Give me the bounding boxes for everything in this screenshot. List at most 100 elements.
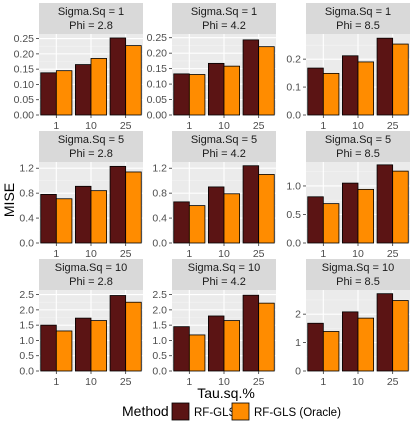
strip-background [172, 3, 276, 34]
y-tick-label: 0.8 [152, 188, 167, 200]
facet-panel: Sigma.Sq = 5 Phi = 8.5 0.0 0.5 1.0 1 10 25 [286, 131, 410, 260]
x-tick-label: 10 [85, 248, 97, 260]
bar-rf-gls [376, 37, 394, 116]
y-tick-label: 2.0 [19, 304, 34, 316]
y-tick-label: 1.0 [152, 335, 167, 347]
legend-label: RF-GLS [194, 407, 237, 419]
x-tick-label: 25 [387, 120, 399, 132]
y-tick-label: 0.05 [147, 94, 168, 106]
x-tick-label: 10 [218, 248, 230, 260]
strip-background [172, 131, 276, 162]
bar-rf-gls [109, 37, 127, 116]
y-tick-label: 0.05 [14, 94, 35, 106]
bar-rf-gls [40, 193, 57, 244]
y-tick-label: 0.25 [14, 33, 35, 45]
bar-rf-gls-oracle [188, 205, 206, 244]
facet-panel: Sigma.Sq = 10 Phi = 4.2 0.0 0.5 1.0 1.5 2.0 2.5… [152, 259, 276, 388]
bar-rf-gls [376, 293, 394, 372]
y-tick-label: 0.5 [19, 350, 34, 362]
y-tick-label: 0.4 [152, 213, 167, 225]
strip-background [39, 131, 143, 162]
bar-rf-gls [40, 324, 57, 372]
strip-background [39, 259, 143, 290]
bar-rf-gls [307, 67, 324, 116]
strip-label: Sigma.Sq = 10 [322, 262, 394, 274]
bar-rf-gls [307, 322, 324, 372]
facet-panel: Sigma.Sq = 5 Phi = 2.8 0.0 0.4 0.8 1.2 1 10 25 [19, 131, 143, 260]
bar-rf-gls [341, 182, 359, 244]
y-axis-title: MISE [1, 183, 17, 217]
y-tick-label: 0.1 [286, 82, 301, 94]
facet-panel: Sigma.Sq = 10 Phi = 2.8 0.0 0.5 1.0 1.5 2.0 2.5… [19, 259, 143, 388]
x-axis-title: Tau.sq.% [197, 385, 255, 401]
y-tick-label: 0.0 [286, 110, 301, 122]
bar-rf-gls [173, 326, 190, 372]
x-tick-label: 1 [186, 248, 192, 260]
x-tick-label: 1 [186, 120, 192, 132]
bar-rf-gls [207, 315, 225, 372]
bar-rf-gls-oracle [90, 190, 108, 244]
y-tick-label: 2.0 [152, 304, 167, 316]
y-tick-label: 0.20 [147, 48, 168, 60]
strip-label: Phi = 8.5 [336, 276, 380, 288]
legend-label: RF-GLS (Oracle) [254, 407, 341, 419]
x-tick-label: 10 [352, 248, 364, 260]
legend-key [231, 402, 250, 421]
x-tick-label: 1 [53, 248, 59, 260]
legend-key [171, 402, 190, 421]
strip-label: Phi = 4.2 [202, 276, 246, 288]
bar-rf-gls-oracle [322, 72, 340, 116]
bar-rf-gls-oracle [125, 45, 142, 116]
y-tick-label: 1.2 [152, 163, 167, 175]
strip-label: Sigma.Sq = 1 [58, 6, 124, 18]
bar-rf-gls-oracle [223, 193, 241, 244]
strip-label: Phi = 2.8 [69, 148, 113, 160]
y-tick-label: 0.20 [14, 48, 35, 60]
x-tick-label: 25 [253, 248, 265, 260]
bar-rf-gls [40, 72, 57, 116]
bar-rf-gls-oracle [125, 171, 142, 244]
y-tick-label: 1.5 [152, 320, 167, 332]
strip-label: Phi = 2.8 [69, 276, 113, 288]
y-tick-label: 0.0 [19, 238, 34, 250]
x-tick-label: 10 [85, 376, 97, 388]
bar-rf-gls-oracle [392, 170, 409, 244]
x-tick-label: 25 [253, 376, 265, 388]
y-tick-label: 0.5 [286, 209, 301, 221]
x-tick-label: 1 [320, 120, 326, 132]
bar-rf-gls [207, 62, 225, 116]
strip-label: Phi = 8.5 [336, 148, 380, 160]
x-tick-label: 1 [320, 376, 326, 388]
bar-rf-gls-oracle [392, 300, 409, 372]
bar-rf-gls-oracle [258, 174, 275, 244]
y-tick-label: 0.2 [286, 54, 301, 66]
legend: Method RF-GLS RF-GLS (Oracle) [122, 402, 341, 421]
bar-rf-gls [75, 64, 92, 116]
bar-rf-gls-oracle [258, 302, 275, 372]
y-tick-label: 0.8 [19, 188, 34, 200]
strip-background [306, 259, 410, 290]
y-tick-label: 0.0 [152, 238, 167, 250]
x-tick-label: 25 [120, 376, 132, 388]
strip-label: Sigma.Sq = 5 [191, 134, 257, 146]
x-tick-label: 1 [320, 248, 326, 260]
bar-rf-gls [75, 317, 92, 372]
x-tick-label: 25 [120, 120, 132, 132]
y-tick-label: 0.25 [147, 32, 168, 44]
bar-rf-gls-oracle [357, 61, 375, 116]
bar-rf-gls [75, 185, 92, 244]
strip-label: Phi = 4.2 [202, 20, 246, 32]
bar-rf-gls [109, 165, 127, 244]
bar-rf-gls-oracle [223, 320, 241, 372]
bar-rf-gls-oracle [55, 70, 73, 116]
x-tick-label: 25 [120, 248, 132, 260]
y-tick-label: 0.5 [152, 350, 167, 362]
strip-label: Sigma.Sq = 1 [325, 6, 391, 18]
facet-panel: Sigma.Sq = 1 Phi = 8.5 0.0 0.1 0.2 1 10 25 [286, 3, 410, 132]
y-tick-label: 0.10 [14, 79, 35, 91]
x-tick-label: 10 [218, 120, 230, 132]
bar-rf-gls [207, 186, 225, 244]
bar-rf-gls-oracle [357, 317, 375, 372]
